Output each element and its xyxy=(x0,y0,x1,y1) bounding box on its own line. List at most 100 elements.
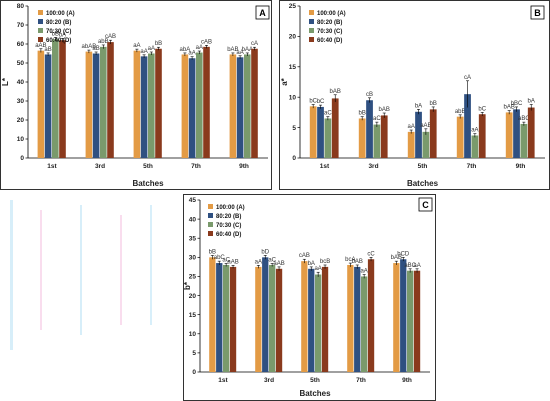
bar xyxy=(361,276,368,372)
bar xyxy=(400,259,407,372)
significance-label: aC xyxy=(373,116,381,122)
significance-label: bAB xyxy=(352,259,363,265)
significance-label: bA xyxy=(308,261,315,267)
significance-label: bBC xyxy=(511,101,523,107)
legend-swatch xyxy=(309,10,314,15)
legend-swatch xyxy=(309,28,314,33)
x-tick-label: 1st xyxy=(218,377,228,384)
significance-label: bD xyxy=(261,249,269,255)
bar xyxy=(37,50,45,158)
legend-swatch xyxy=(309,37,314,42)
x-tick-label: 9th xyxy=(516,163,526,170)
bar xyxy=(251,48,258,158)
significance-label: aA xyxy=(236,50,243,56)
x-tick-label: 9th xyxy=(239,163,249,170)
legend-label: 80:20 (B) xyxy=(317,20,342,26)
significance-label: bcB xyxy=(320,259,330,265)
x-tick-label: 7th xyxy=(467,163,477,170)
panel-tag-box xyxy=(255,5,270,20)
bar xyxy=(140,56,148,158)
x-tick-label: 5th xyxy=(143,163,153,170)
significance-label: aA xyxy=(148,46,155,52)
y-tick-label: 35 xyxy=(189,235,197,242)
y-tick-label: 60 xyxy=(17,41,25,48)
significance-label: bAB xyxy=(504,105,515,111)
significance-label: aBC xyxy=(518,116,530,122)
bar xyxy=(520,123,528,158)
bar xyxy=(464,94,471,158)
significance-label: abAB xyxy=(82,44,97,50)
significance-label: bC xyxy=(478,106,486,112)
significance-label: aB xyxy=(92,46,99,52)
significance-label: aA xyxy=(413,263,420,269)
x-tick-label: 1st xyxy=(320,163,330,170)
bar xyxy=(100,46,107,158)
bar xyxy=(309,106,317,158)
significance-label: abC xyxy=(214,255,226,261)
legend-label: 60:40 (D) xyxy=(317,38,342,44)
y-axis-label: b* xyxy=(183,281,192,290)
panel-tag: A xyxy=(259,8,266,18)
bar xyxy=(317,106,324,158)
bar xyxy=(358,118,366,158)
legend-swatch xyxy=(208,231,213,236)
bar xyxy=(393,263,400,372)
significance-label: bC xyxy=(309,98,317,104)
bar xyxy=(422,131,430,158)
bar xyxy=(331,98,339,158)
significance-label: aA xyxy=(133,43,140,49)
x-tick-label: 9th xyxy=(402,377,412,384)
significance-label: cAB xyxy=(299,253,310,259)
legend-label: 100:00 (A) xyxy=(216,205,245,211)
significance-label: aA xyxy=(255,259,262,265)
significance-label: aA xyxy=(314,266,321,272)
y-tick-label: 20 xyxy=(17,117,25,124)
y-tick-label: 5 xyxy=(192,350,196,357)
bar xyxy=(413,270,421,372)
significance-label: cB xyxy=(366,92,373,98)
bar xyxy=(223,264,230,372)
x-axis-label: Batches xyxy=(132,179,164,188)
legend-label: 80:20 (B) xyxy=(46,20,71,26)
legend-label: 100:00 (A) xyxy=(317,11,346,17)
significance-label: cAB xyxy=(201,39,212,45)
significance-label: cA xyxy=(464,75,471,81)
significance-label: aA xyxy=(196,45,203,51)
bar xyxy=(59,40,66,159)
bar xyxy=(471,135,479,158)
significance-label: cAB xyxy=(105,34,116,40)
significance-label: aC xyxy=(268,257,276,263)
significance-label: bcA xyxy=(345,257,355,263)
significance-label: aAB xyxy=(273,261,284,267)
y-tick-label: 15 xyxy=(189,312,197,319)
panel-c: 051015202530354045b*BatchesbBabCaCaAB1st… xyxy=(183,194,436,401)
bar xyxy=(527,107,535,158)
x-tick-label: 3rd xyxy=(264,377,274,384)
bar xyxy=(315,274,322,372)
bar xyxy=(85,51,93,158)
bar xyxy=(324,118,332,158)
y-tick-label: 10 xyxy=(17,136,25,143)
significance-label: aAB xyxy=(35,43,46,49)
legend-swatch xyxy=(38,28,43,33)
significance-label: bA xyxy=(528,98,535,104)
y-tick-label: 10 xyxy=(189,331,197,338)
y-tick-label: 40 xyxy=(189,216,197,223)
bar xyxy=(380,115,388,158)
legend-label: 70:30 (C) xyxy=(216,223,241,229)
bar xyxy=(148,53,155,158)
significance-label: aB xyxy=(44,47,51,53)
legend-swatch xyxy=(38,10,43,15)
significance-label: aC xyxy=(222,257,230,263)
legend-swatch xyxy=(208,222,213,227)
bar xyxy=(513,109,520,158)
bar xyxy=(478,114,486,158)
panel-tag-box xyxy=(530,5,545,20)
bar xyxy=(505,112,513,158)
bar xyxy=(229,266,237,372)
significance-label: abB xyxy=(98,39,109,45)
significance-label: bB xyxy=(359,111,366,117)
y-tick-label: 30 xyxy=(189,255,197,262)
legend-label: 80:20 (B) xyxy=(216,214,241,220)
